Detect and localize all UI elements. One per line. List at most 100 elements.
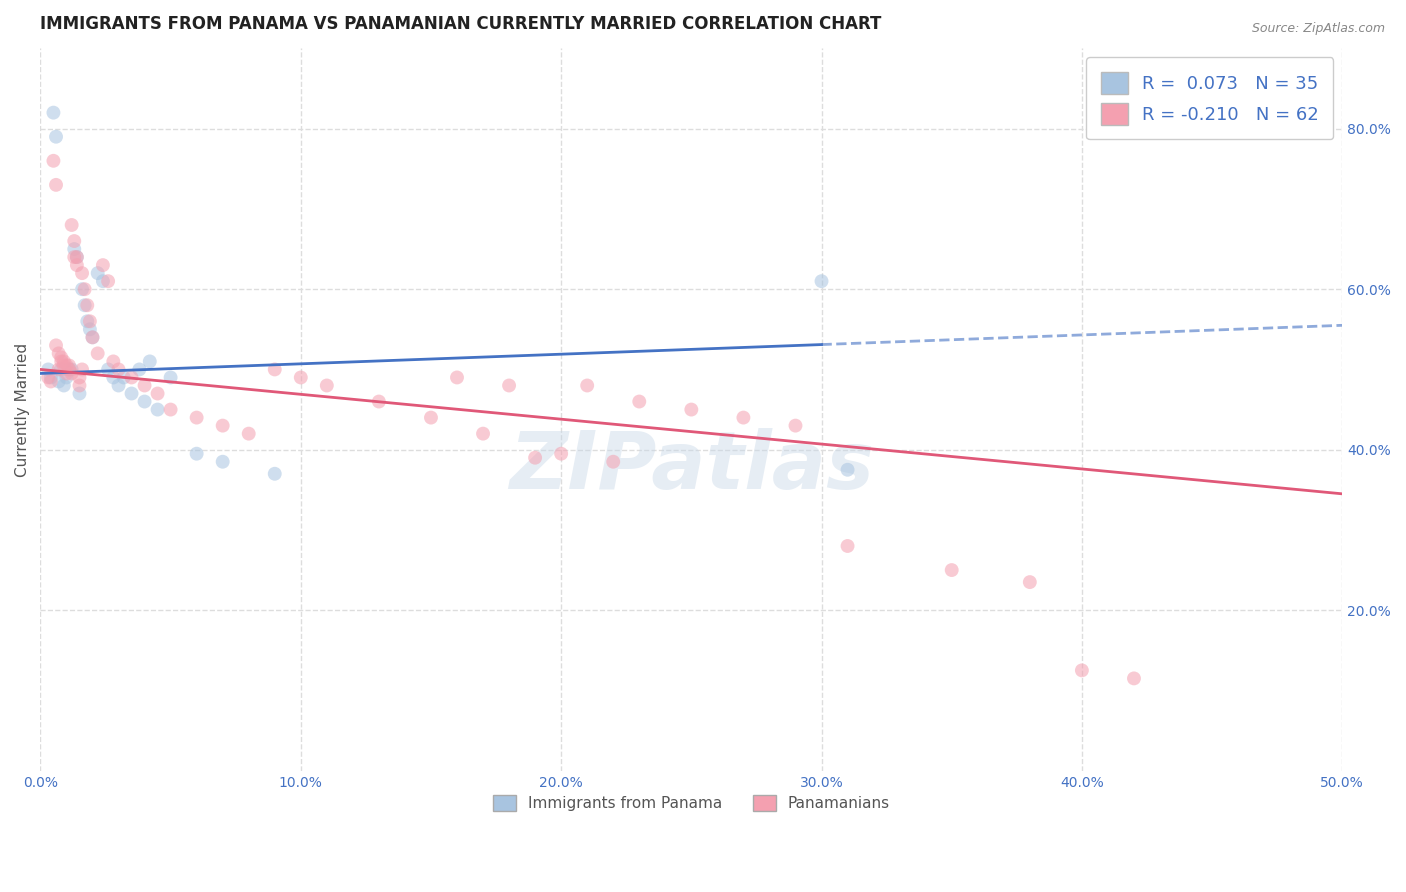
Point xyxy=(45,129,67,144)
Point xyxy=(60,367,83,381)
Point xyxy=(39,370,62,384)
Point xyxy=(367,394,389,409)
Point xyxy=(76,298,98,312)
Point xyxy=(315,378,337,392)
Point xyxy=(52,354,75,368)
Point xyxy=(146,402,169,417)
Point xyxy=(79,322,101,336)
Point xyxy=(107,362,129,376)
Point xyxy=(60,362,83,376)
Point xyxy=(186,447,208,461)
Point xyxy=(810,274,832,288)
Point xyxy=(628,394,651,409)
Point xyxy=(121,370,143,384)
Point xyxy=(63,250,86,264)
Point xyxy=(211,418,233,433)
Point xyxy=(76,314,98,328)
Point xyxy=(86,266,108,280)
Point xyxy=(63,242,86,256)
Point xyxy=(681,402,703,417)
Point xyxy=(186,410,208,425)
Point xyxy=(82,330,104,344)
Point xyxy=(69,370,91,384)
Point xyxy=(576,378,599,392)
Point xyxy=(48,362,70,376)
Point xyxy=(45,178,67,192)
Text: Source: ZipAtlas.com: Source: ZipAtlas.com xyxy=(1251,22,1385,36)
Point xyxy=(82,330,104,344)
Point xyxy=(103,354,125,368)
Point xyxy=(55,367,77,381)
Point xyxy=(58,362,80,376)
Point xyxy=(39,375,62,389)
Point xyxy=(211,455,233,469)
Point xyxy=(472,426,495,441)
Point xyxy=(73,298,96,312)
Point xyxy=(63,234,86,248)
Point xyxy=(55,370,77,384)
Point xyxy=(290,370,312,384)
Y-axis label: Currently Married: Currently Married xyxy=(15,343,30,476)
Point xyxy=(139,354,162,368)
Point xyxy=(42,105,65,120)
Point xyxy=(42,153,65,168)
Point xyxy=(128,362,150,376)
Point xyxy=(52,378,75,392)
Point xyxy=(263,467,285,481)
Point xyxy=(121,386,143,401)
Point xyxy=(37,370,59,384)
Point xyxy=(446,370,468,384)
Point xyxy=(79,314,101,328)
Point xyxy=(112,370,135,384)
Point xyxy=(91,274,114,288)
Point xyxy=(45,338,67,352)
Point xyxy=(55,359,77,373)
Text: ZIPatlas: ZIPatlas xyxy=(509,428,875,507)
Point xyxy=(837,463,859,477)
Point xyxy=(51,354,73,368)
Point xyxy=(550,447,572,461)
Point xyxy=(70,282,93,296)
Point xyxy=(97,274,120,288)
Text: IMMIGRANTS FROM PANAMA VS PANAMANIAN CURRENTLY MARRIED CORRELATION CHART: IMMIGRANTS FROM PANAMA VS PANAMANIAN CUR… xyxy=(41,15,882,33)
Point xyxy=(785,418,807,433)
Point xyxy=(941,563,963,577)
Point xyxy=(1070,664,1092,678)
Point xyxy=(60,218,83,232)
Point xyxy=(524,450,547,465)
Point xyxy=(66,258,89,272)
Point xyxy=(146,386,169,401)
Point xyxy=(37,362,59,376)
Point xyxy=(51,362,73,376)
Point xyxy=(134,378,156,392)
Legend: Immigrants from Panama, Panamanians: Immigrants from Panama, Panamanians xyxy=(486,789,896,817)
Point xyxy=(159,370,181,384)
Point xyxy=(263,362,285,376)
Point xyxy=(70,266,93,280)
Point xyxy=(91,258,114,272)
Point xyxy=(69,378,91,392)
Point xyxy=(1123,672,1146,686)
Point xyxy=(159,402,181,417)
Point xyxy=(52,359,75,373)
Point xyxy=(66,250,89,264)
Point xyxy=(48,346,70,360)
Point xyxy=(107,378,129,392)
Point xyxy=(602,455,624,469)
Point xyxy=(58,359,80,373)
Point xyxy=(97,362,120,376)
Point xyxy=(103,370,125,384)
Point xyxy=(733,410,755,425)
Point xyxy=(238,426,260,441)
Point xyxy=(837,539,859,553)
Point xyxy=(70,362,93,376)
Point xyxy=(498,378,520,392)
Point xyxy=(420,410,443,425)
Point xyxy=(86,346,108,360)
Point xyxy=(58,362,80,376)
Point xyxy=(66,250,89,264)
Point xyxy=(48,375,70,389)
Point xyxy=(73,282,96,296)
Point xyxy=(134,394,156,409)
Point xyxy=(51,351,73,365)
